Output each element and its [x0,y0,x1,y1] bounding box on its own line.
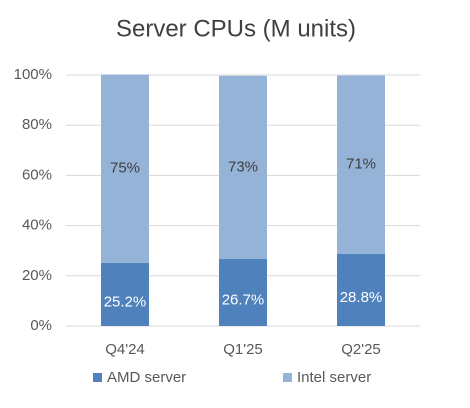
value-label: 73% [228,158,258,175]
y-tick-label: 100% [14,66,52,83]
legend-label: Intel server [297,369,371,386]
bar-segment [219,75,267,259]
value-label: 75% [110,160,140,177]
x-tick-label: Q4'24 [105,341,145,358]
y-tick-label: 20% [22,267,52,284]
legend-label: AMD server [107,369,186,386]
y-tick-label: 40% [22,217,52,234]
bar-segment [219,258,267,326]
bar-segment [101,74,149,263]
y-tick-label: 80% [22,116,52,133]
value-label: 28.8% [340,289,383,306]
bar-segment [337,75,385,254]
x-tick-label: Q2'25 [341,341,381,358]
x-tick-label: Q1'25 [223,341,263,358]
legend-swatch [93,373,102,382]
y-tick-label: 60% [22,166,52,183]
value-label: 25.2% [104,293,147,310]
value-label: 26.7% [222,291,265,308]
value-label: 71% [346,156,376,173]
chart-title: Server CPUs (M units) [116,15,356,42]
legend-swatch [283,373,292,382]
bar-segment [101,262,149,326]
bar-segment [337,253,385,326]
y-tick-label: 0% [30,317,52,334]
